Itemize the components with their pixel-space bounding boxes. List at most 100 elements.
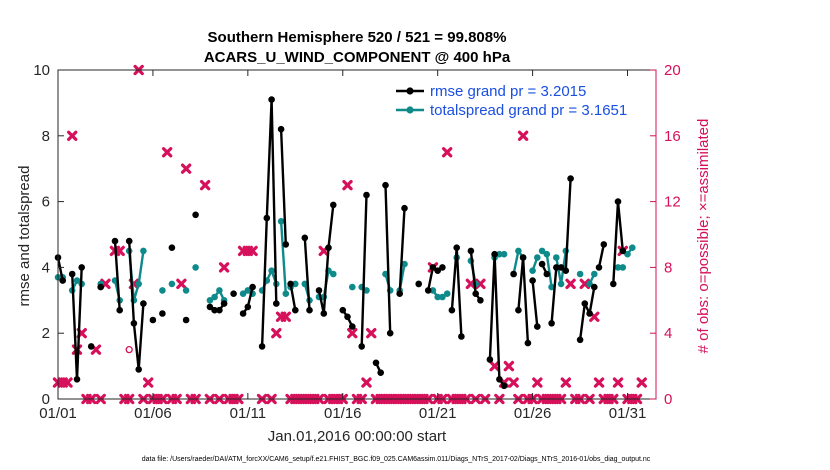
rmse-point — [614, 198, 622, 205]
rmse-point — [216, 306, 223, 314]
spread-point — [434, 293, 442, 301]
rmse-point — [424, 287, 432, 294]
rmse-line-segment — [56, 257, 64, 281]
rmse-point — [538, 260, 546, 268]
rmse-line-segment — [517, 256, 530, 344]
x-tick-label: 01/06 — [134, 405, 172, 422]
rmse-line-segment — [398, 208, 406, 294]
rmse-point — [140, 300, 147, 307]
obs-assimilated-marker — [180, 163, 192, 174]
rmse-line-segment — [384, 185, 392, 334]
spread-point — [216, 287, 223, 294]
spread-point — [301, 280, 309, 288]
obs-assimilated-marker — [441, 147, 453, 158]
y-axis-label: rmse and totalspread — [16, 166, 33, 307]
obs-assimilated-marker — [636, 377, 647, 388]
x-tick-label: 01/01 — [39, 405, 77, 422]
rmse-point — [292, 306, 299, 314]
rmse-point — [576, 336, 584, 344]
spread-point — [496, 250, 503, 258]
rmse-line-segment — [317, 204, 335, 315]
spread-point — [576, 270, 584, 278]
rmse-point — [149, 316, 157, 324]
rmse-point — [244, 303, 252, 311]
rmse-point — [439, 264, 446, 271]
rmse-point — [211, 306, 218, 314]
obs-assimilated-marker — [503, 360, 515, 372]
rmse-point — [557, 264, 565, 271]
x-tick-label: 01/11 — [230, 405, 266, 422]
rmse-point — [59, 277, 66, 284]
rmse-line-segment — [612, 200, 624, 284]
y-right-tick-label: 4 — [664, 325, 672, 342]
obs-assimilated-marker — [489, 360, 500, 372]
rmse-point — [230, 290, 237, 298]
rmse-point — [586, 310, 593, 317]
spread-point — [515, 247, 522, 255]
rmse-point — [581, 300, 589, 307]
rmse-point — [301, 234, 309, 242]
rmse-point — [548, 320, 555, 327]
rmse-point — [524, 339, 532, 347]
rmse-point — [401, 204, 408, 212]
spread-point — [292, 280, 299, 288]
rmse-point — [239, 310, 247, 317]
spread-point — [429, 287, 437, 294]
spread-point — [439, 293, 446, 301]
obs-assimilated-marker — [62, 377, 73, 388]
obs-assimilated-marker — [67, 130, 78, 141]
chart-subtitle: ACARS_U_WIND_COMPONENT @ 400 hPa — [204, 49, 511, 66]
x-tick-label: 01/21 — [419, 405, 457, 422]
legend-spread-label: totalspread grand pr = 3.1651 — [430, 102, 627, 119]
y-tick-label: 4 — [42, 259, 50, 276]
rmse-point — [159, 310, 166, 317]
rmse-point — [344, 313, 351, 321]
rmse-point — [519, 254, 527, 261]
rmse-point — [553, 264, 560, 271]
obs-assimilated-marker — [560, 377, 572, 388]
rmse-point — [453, 244, 461, 251]
obs-assimilated-marker — [199, 179, 211, 191]
y-right-tick-label: 8 — [664, 259, 672, 276]
rmse-point — [363, 191, 370, 199]
rmse-point — [206, 303, 214, 311]
rmse-line-segment — [578, 286, 596, 340]
rmse-point — [87, 343, 95, 350]
spread-point — [211, 293, 218, 301]
spread-point — [624, 250, 631, 258]
y-right-tick-label: 0 — [664, 391, 672, 408]
spread-point — [349, 283, 356, 291]
obs-assimilated-marker — [532, 377, 543, 388]
rmse-point — [68, 270, 76, 278]
rmse-point — [220, 300, 228, 307]
rmse-point — [135, 366, 142, 373]
rmse-point — [315, 287, 323, 294]
obs-assimilated-marker — [579, 278, 591, 290]
y-right-tick-label: 16 — [664, 128, 681, 145]
spread-point — [401, 260, 408, 268]
rmse-point — [73, 376, 81, 383]
rmse-line-segment — [289, 283, 297, 311]
spread-point — [244, 287, 252, 294]
data-file-footer: data file: /Users/raeder/DAI/ATM_forcXX/… — [142, 456, 651, 463]
rmse-point — [496, 376, 503, 383]
spread-point — [443, 290, 451, 298]
spread-point — [363, 287, 370, 294]
obs-assimilated-marker — [366, 328, 377, 339]
series-layer — [52, 64, 647, 405]
spread-point — [529, 267, 536, 275]
obs-assimilated-marker — [517, 130, 529, 141]
rmse-line-segment — [450, 246, 463, 337]
rmse-point — [448, 306, 456, 314]
rmse-point — [595, 264, 603, 271]
rmse-point — [382, 181, 389, 189]
rmse-line-segment — [531, 280, 539, 327]
rmse-point — [434, 267, 442, 275]
rmse-point — [192, 211, 199, 219]
rmse-point — [472, 290, 480, 298]
y-tick-label: 6 — [42, 194, 50, 211]
rmse-point — [339, 306, 347, 314]
obs-assimilated-marker — [218, 262, 230, 273]
spread-point — [268, 267, 275, 275]
